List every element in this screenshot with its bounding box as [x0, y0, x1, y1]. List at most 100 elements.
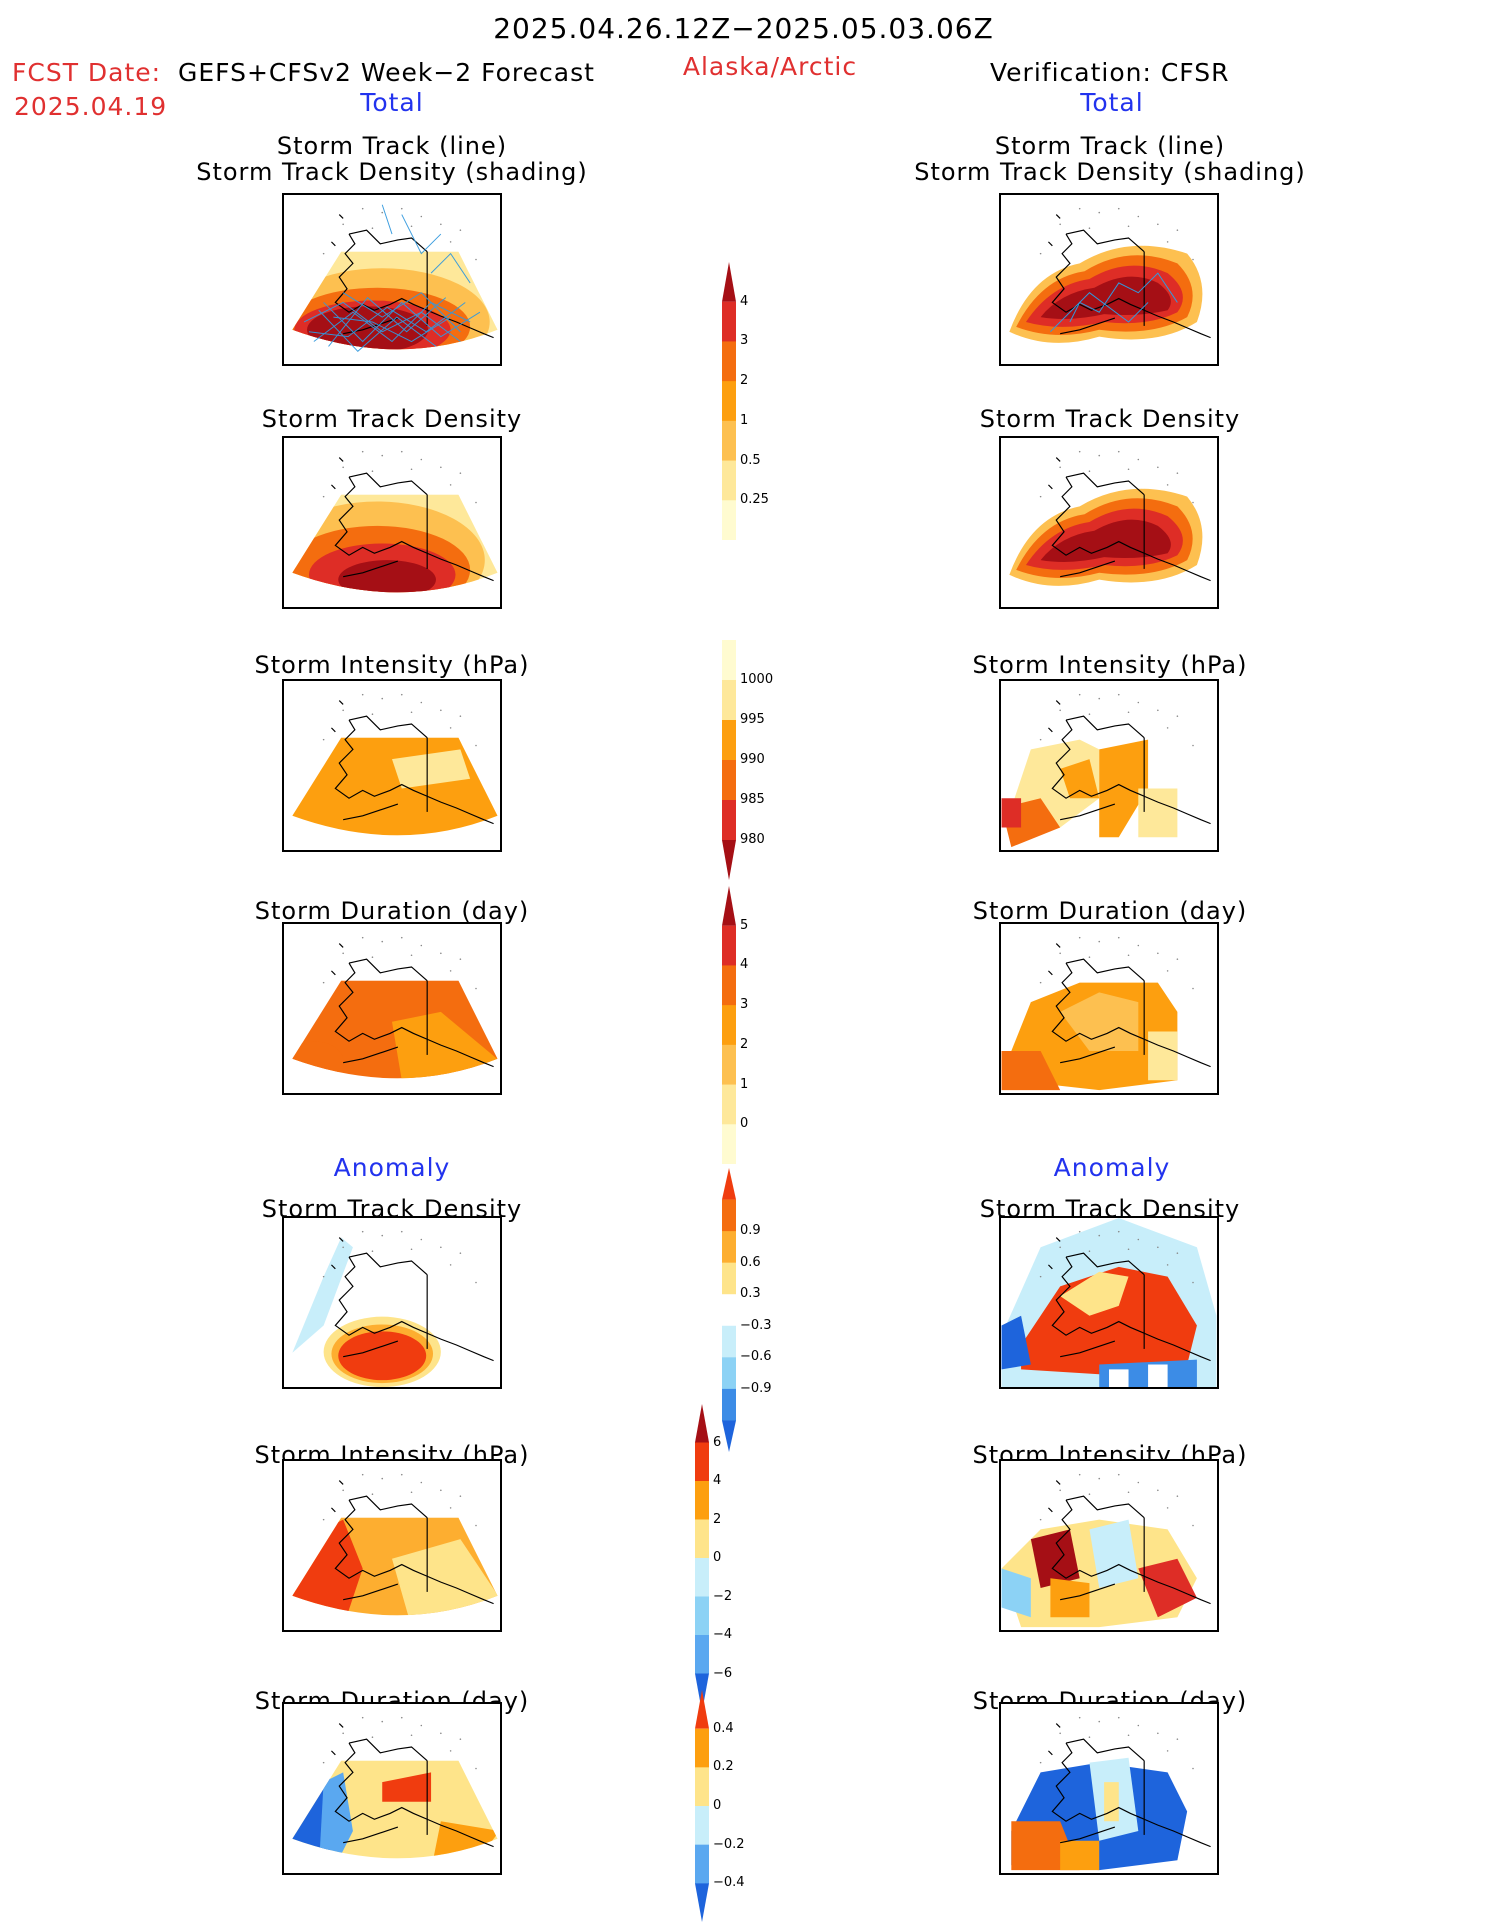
colorbar-swatch	[722, 925, 736, 966]
right-anomaly-intensity-map	[999, 1459, 1219, 1632]
fcst-date-label: FCST Date:	[12, 58, 162, 87]
colorbar-swatch	[695, 1519, 709, 1559]
colorbar-swatch	[722, 680, 736, 721]
colorbar-swatch	[695, 1404, 709, 1443]
colorbar-tick-label: 0	[740, 1116, 749, 1132]
region-label: Alaska/Arctic	[682, 52, 858, 81]
right-panel-1-title-line2: Storm Track Density (shading)	[914, 158, 1306, 186]
colorbar-tick-label: 1	[740, 412, 749, 428]
colorbar-tick-label: 4	[740, 957, 749, 973]
colorbar-tick-label: −0.3	[740, 1317, 772, 1333]
colorbar-tick-label: 0.4	[713, 1720, 734, 1736]
colorbar-tick-label: 0.6	[740, 1254, 761, 1270]
colorbar-tick-label: −6	[713, 1665, 733, 1681]
right-storm-track-map	[999, 193, 1219, 366]
left-storm-intensity-map	[282, 679, 502, 852]
right-storm-track-density-map	[999, 436, 1219, 609]
colorbar-anom-intensity	[695, 1404, 709, 1712]
right-panel-4-title: Storm Duration (day)	[972, 897, 1248, 925]
left-panel-1-title-line1: Storm Track (line)	[276, 132, 508, 160]
colorbar-swatch	[695, 1558, 709, 1597]
colorbar-tick-label: −0.2	[713, 1836, 745, 1852]
left-storm-track-map	[282, 193, 502, 366]
colorbar-swatch	[722, 1262, 736, 1295]
colorbar-swatch	[722, 381, 736, 422]
colorbar-swatch	[722, 1005, 736, 1046]
colorbar-swatch	[695, 1767, 709, 1807]
colorbar-tick-label: 0	[713, 1550, 722, 1565]
colorbar-swatch	[722, 1044, 736, 1086]
colorbar-tick-label: 1000	[740, 672, 774, 687]
colorbar-tick-label: 1	[740, 1076, 749, 1092]
main-title: 2025.04.26.12Z−2025.05.03.06Z	[493, 12, 994, 45]
colorbar-swatch	[722, 460, 736, 501]
left-anomaly-heading: Anomaly	[333, 1153, 451, 1182]
left-storm-track-density-map	[282, 436, 502, 609]
colorbar-swatch	[722, 1168, 736, 1200]
colorbar-tick-label: 2	[740, 373, 749, 389]
colorbar-tick-label: 995	[740, 712, 765, 727]
colorbar-swatch	[722, 301, 736, 342]
left-storm-duration-map	[282, 922, 502, 1095]
colorbar-swatch	[722, 760, 736, 801]
colorbar-swatch	[722, 500, 736, 540]
colorbar-tick-label: 990	[740, 752, 765, 767]
right-anomaly-heading: Anomaly	[1053, 1153, 1171, 1182]
colorbar-tick-label: −0.4	[713, 1875, 745, 1891]
colorbar-anom-density	[722, 1168, 736, 1452]
colorbar-swatch	[722, 800, 736, 841]
colorbar-tick-label: 3	[740, 997, 749, 1013]
colorbar-swatch	[722, 720, 736, 761]
right-panel-2-title: Storm Track Density	[979, 405, 1241, 433]
colorbar-tick-label: 0.5	[740, 452, 761, 468]
right-storm-duration-map	[999, 922, 1219, 1095]
right-anomaly-density-map	[999, 1216, 1219, 1389]
colorbar-tick-label: 4	[740, 293, 749, 309]
colorbar-tick-label: 3	[740, 333, 749, 349]
left-panel-4-title: Storm Duration (day)	[254, 897, 530, 925]
colorbar-swatch	[722, 1199, 736, 1232]
right-total-heading: Total	[1080, 88, 1144, 117]
colorbar-tick-label: 4	[713, 1473, 722, 1488]
colorbar-track-density	[722, 262, 736, 540]
colorbar-swatch	[722, 262, 736, 302]
colorbar-tick-label: 6	[713, 1434, 722, 1450]
colorbar-swatch	[695, 1596, 709, 1636]
colorbar-swatch	[695, 1442, 709, 1482]
colorbar-swatch	[722, 1084, 736, 1125]
left-panel-3-title: Storm Intensity (hPa)	[254, 651, 530, 679]
colorbar-tick-label: 0.25	[740, 492, 769, 508]
colorbar-swatch	[722, 1124, 736, 1164]
left-anomaly-intensity-map	[282, 1459, 502, 1632]
forecast-date: 2025.04.19	[14, 92, 168, 121]
forecast-model-label: GEFS+CFSv2 Week−2 Forecast	[178, 58, 595, 87]
colorbar-tick-label: 0.9	[740, 1223, 761, 1239]
colorbar-swatch	[695, 1690, 709, 1729]
colorbar-swatch	[722, 1231, 736, 1264]
colorbar-intensity	[722, 640, 736, 880]
colorbar-tick-label: 0.3	[740, 1286, 761, 1302]
colorbar-tick-label: −0.6	[740, 1349, 772, 1365]
colorbar-swatch	[695, 1883, 709, 1922]
colorbar-tick-label: 2	[713, 1511, 722, 1527]
right-anomaly-duration-map	[999, 1702, 1219, 1875]
colorbar-tick-label: 985	[740, 792, 765, 807]
colorbar-tick-label: 0.2	[713, 1759, 734, 1775]
colorbar-swatch	[722, 1357, 736, 1390]
left-anomaly-density-map	[282, 1216, 502, 1389]
colorbar-tick-label: 0	[713, 1798, 722, 1813]
colorbar-swatch	[722, 420, 736, 462]
colorbar-swatch	[722, 965, 736, 1006]
colorbar-anom-duration	[695, 1690, 709, 1922]
colorbar-swatch	[722, 1325, 736, 1358]
colorbar-swatch	[695, 1481, 709, 1520]
colorbar-tick-label: −2	[713, 1588, 733, 1604]
colorbar-swatch	[722, 886, 736, 926]
colorbar-swatch	[722, 341, 736, 382]
colorbar-duration	[722, 886, 736, 1164]
colorbar-tick-label: −0.9	[740, 1380, 772, 1396]
colorbar-tick-label: −4	[713, 1627, 733, 1642]
right-panel-1-title-line1: Storm Track (line)	[994, 132, 1226, 160]
colorbar-swatch	[722, 840, 736, 880]
left-total-heading: Total	[360, 88, 424, 117]
